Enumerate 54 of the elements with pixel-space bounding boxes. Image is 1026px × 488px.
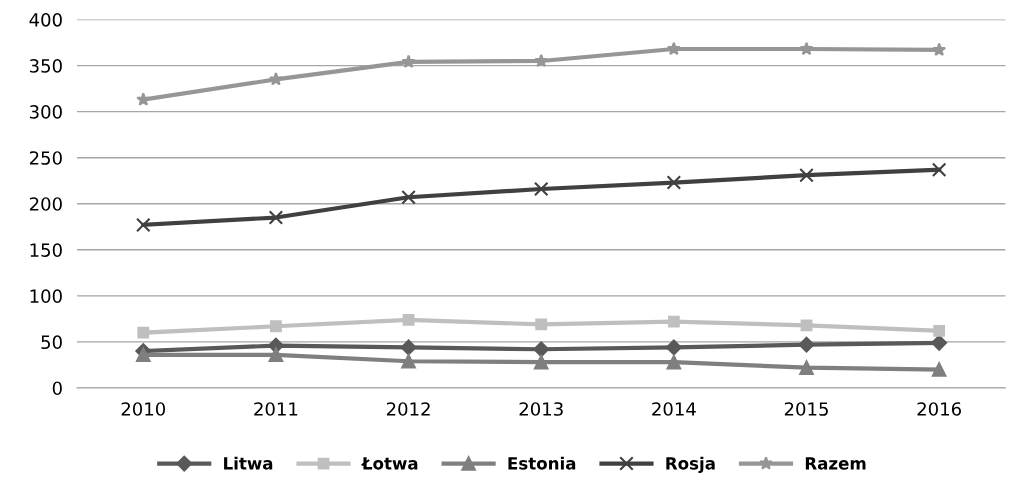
point xyxy=(799,167,814,183)
point xyxy=(533,181,549,197)
y-tick-label: 400 xyxy=(29,12,62,27)
point xyxy=(665,339,682,356)
point xyxy=(533,341,550,358)
point xyxy=(135,347,151,363)
point xyxy=(136,92,151,106)
legend-label: Razem xyxy=(805,457,866,470)
point xyxy=(535,318,548,331)
point xyxy=(666,41,681,56)
point xyxy=(799,41,814,56)
x-tick-label: 2010 xyxy=(121,402,166,416)
point xyxy=(401,190,416,205)
y-tick-label: 100 xyxy=(30,289,62,303)
point xyxy=(400,339,417,356)
x-tick-label: 2015 xyxy=(784,402,828,416)
point xyxy=(800,319,813,332)
legend-label: Łotwa xyxy=(361,457,418,470)
y-tick-label: 300 xyxy=(29,105,62,119)
y-tick-label: 0 xyxy=(52,381,62,396)
point xyxy=(401,54,416,68)
point xyxy=(401,353,416,369)
point xyxy=(933,324,946,337)
legend-label: Estonia xyxy=(508,456,576,470)
y-tick-label: 150 xyxy=(30,243,62,257)
point xyxy=(402,313,415,326)
legend-label: Rosja xyxy=(666,456,715,473)
point xyxy=(799,360,814,375)
point xyxy=(931,362,947,377)
x-tick-label: 2011 xyxy=(254,402,298,416)
point xyxy=(270,320,282,333)
point xyxy=(931,162,947,177)
y-tick-label: 50 xyxy=(41,335,62,350)
point xyxy=(137,326,150,339)
point xyxy=(798,336,815,353)
y-tick-label: 350 xyxy=(29,59,62,73)
y-tick-label: 250 xyxy=(29,151,62,165)
point xyxy=(533,354,549,370)
point xyxy=(268,347,284,363)
x-tick-label: 2013 xyxy=(519,402,563,416)
x-tick-label: 2014 xyxy=(652,402,696,416)
x-tick-label: 2012 xyxy=(386,402,430,416)
point xyxy=(135,217,151,233)
point xyxy=(268,210,284,225)
point xyxy=(667,315,680,328)
point xyxy=(666,175,682,190)
point xyxy=(931,334,948,351)
point xyxy=(932,42,947,57)
x-tick-label: 2016 xyxy=(917,402,961,416)
point xyxy=(666,354,682,370)
y-tick-label: 200 xyxy=(29,197,62,211)
point xyxy=(534,53,549,68)
point xyxy=(268,72,283,86)
legend-label: Litwa xyxy=(224,456,273,470)
